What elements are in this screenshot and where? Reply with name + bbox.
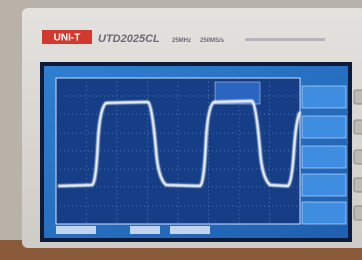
status-ch1	[56, 226, 96, 234]
status-trigger	[170, 226, 210, 234]
menu	[302, 86, 346, 224]
photo: UNI-T UTD2025CL 25MHz 250MS/s	[0, 0, 362, 260]
page: UNI-T UTD2025CL 25MHz 250MS/s (() => { c…	[0, 0, 362, 260]
subtitle-blur	[245, 38, 325, 41]
brand: UNI-T	[54, 33, 81, 44]
status-time	[130, 226, 160, 234]
model: UTD2025CL	[98, 33, 160, 45]
bandwidth: 25MHz	[172, 38, 191, 44]
sample-rate: 250MS/s	[200, 38, 225, 44]
